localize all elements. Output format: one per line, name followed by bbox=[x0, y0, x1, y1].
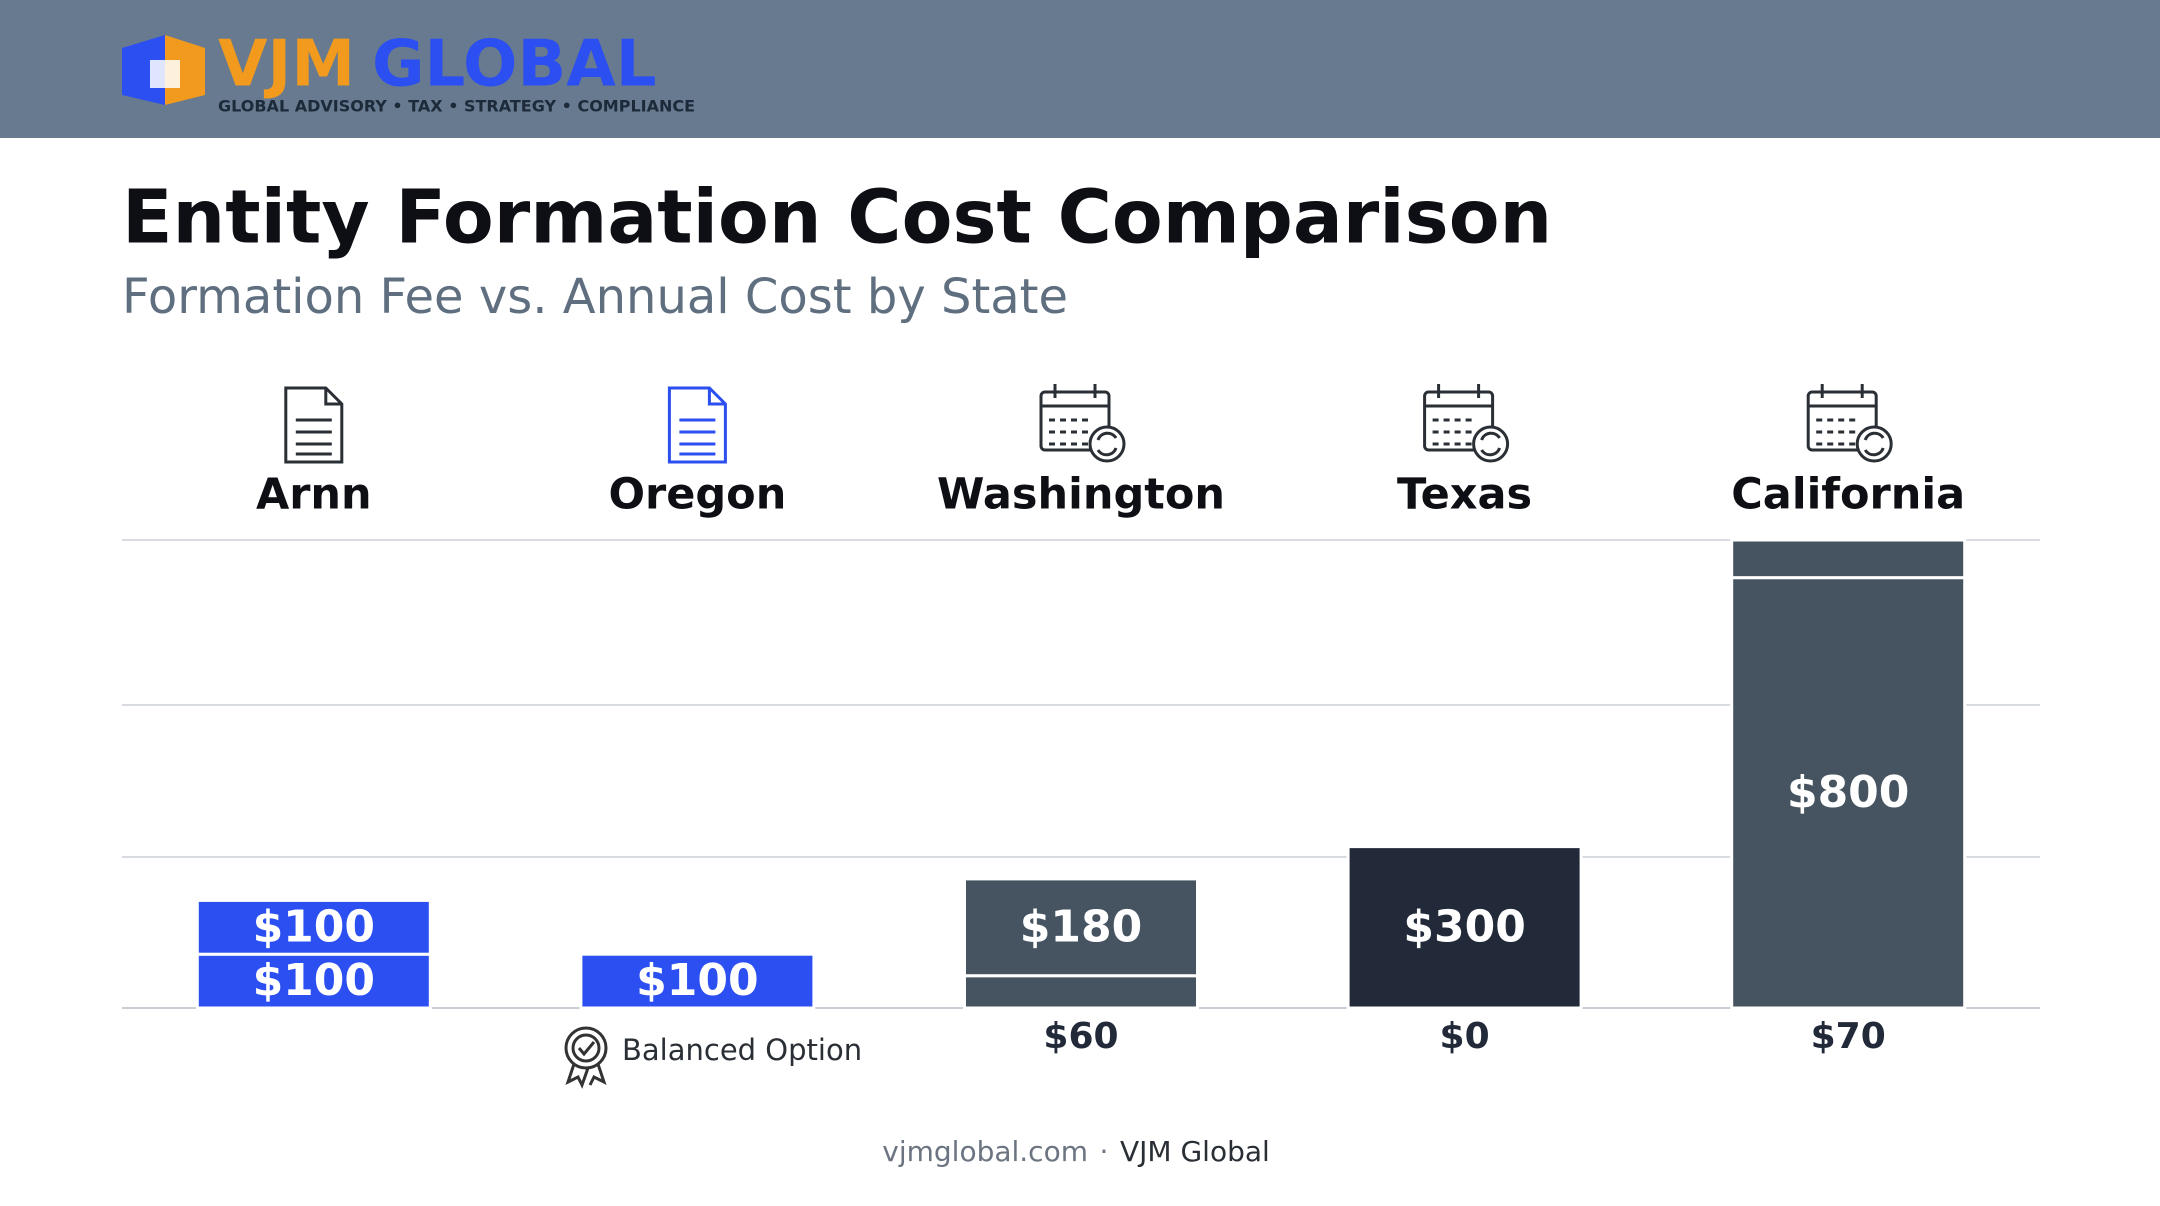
category-label: Arnn bbox=[256, 470, 372, 520]
icon-shape bbox=[1423, 390, 1495, 452]
footer-brand: VJM Global bbox=[1120, 1135, 1270, 1168]
icon-shape bbox=[1806, 390, 1878, 452]
header-band bbox=[0, 0, 2160, 138]
chart-title: Entity Formation Cost Comparison bbox=[122, 175, 1552, 261]
annotation: Balanced Option bbox=[622, 1033, 862, 1067]
bar-segment bbox=[963, 877, 1199, 978]
badge-icon bbox=[564, 1026, 608, 1089]
value-label: $0 bbox=[1440, 1016, 1490, 1057]
logo-mark bbox=[122, 35, 205, 105]
icon-shape bbox=[1039, 390, 1111, 452]
logo-primary: VJM bbox=[218, 28, 355, 102]
value-label: $70 bbox=[1811, 1016, 1886, 1057]
icon-shape bbox=[667, 386, 727, 464]
logo-tagline: GLOBAL ADVISORY • TAX • STRATEGY • COMPL… bbox=[218, 97, 695, 116]
footer-site: vjmglobal.com bbox=[882, 1135, 1088, 1168]
value-label: $100 bbox=[253, 955, 375, 1006]
category-label: California bbox=[1731, 470, 1965, 520]
bar-segment bbox=[963, 974, 1199, 1010]
bar-segment bbox=[1346, 845, 1583, 1010]
category-label: Washington bbox=[937, 470, 1225, 520]
chart-subtitle: Formation Fee vs. Annual Cost by State bbox=[122, 269, 1068, 325]
category-label: Texas bbox=[1397, 470, 1532, 520]
icon-shape bbox=[1096, 431, 1118, 457]
icon-shape bbox=[1480, 431, 1502, 457]
value-label: $100 bbox=[636, 955, 758, 1006]
category-icon bbox=[1806, 384, 1893, 463]
category-icon bbox=[284, 386, 344, 464]
icon-shape bbox=[1863, 431, 1885, 457]
icon-shape bbox=[284, 386, 344, 464]
bar-segment bbox=[195, 898, 432, 956]
category-icon bbox=[667, 386, 727, 464]
bar-segment bbox=[195, 952, 432, 1010]
category-label: Oregon bbox=[608, 470, 786, 520]
bar-segment bbox=[579, 952, 816, 1010]
category-icon bbox=[1039, 384, 1126, 463]
value-label: $800 bbox=[1787, 767, 1909, 818]
footer-separator: · bbox=[1100, 1135, 1109, 1168]
bar-segment bbox=[1730, 576, 1967, 1010]
value-label: $60 bbox=[1043, 1016, 1118, 1057]
value-label: $100 bbox=[253, 901, 375, 952]
bar-segment bbox=[1730, 538, 1967, 580]
logo-secondary: GLOBAL bbox=[372, 28, 657, 102]
value-label: $300 bbox=[1403, 901, 1525, 952]
category-icon bbox=[1423, 384, 1510, 463]
value-label: $180 bbox=[1020, 901, 1142, 952]
